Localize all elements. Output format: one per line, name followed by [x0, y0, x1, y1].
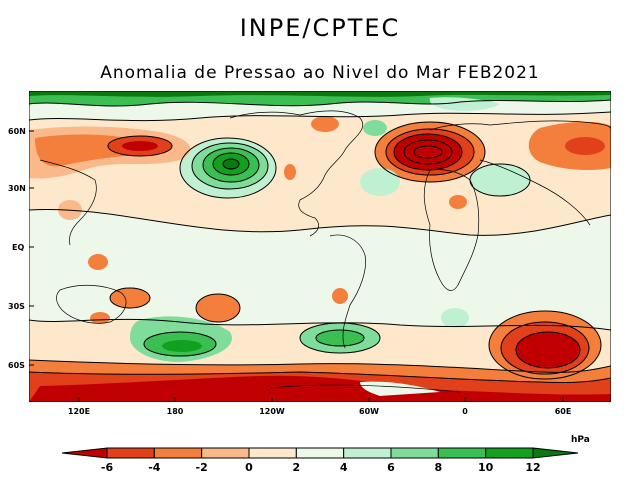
colorbar-tick-label: -6 — [101, 461, 114, 474]
colorbar-unit: hPa — [571, 435, 590, 445]
indian-green-patch — [52, 228, 68, 244]
band-0-2 — [29, 209, 611, 330]
africa-red-patch — [449, 195, 467, 209]
colorbar-swatch — [153, 447, 203, 459]
npac-low-12 — [223, 159, 239, 169]
colorbar-swatch — [532, 447, 579, 459]
map-panel — [29, 91, 611, 402]
lon-label: 60E — [555, 407, 572, 416]
colorbar-tick-label: 12 — [525, 461, 540, 474]
casia-green — [470, 164, 530, 196]
band-north-darkgreen — [29, 91, 611, 97]
colorbar-tick-label: 6 — [387, 461, 395, 474]
lat-axis: 60N 30N EQ 30S 60S — [8, 127, 34, 370]
lon-ticks — [78, 397, 564, 402]
lon-label: 0 — [462, 407, 468, 416]
colorbar-tick-label: 4 — [340, 461, 348, 474]
colorbar-swatch — [343, 447, 392, 459]
map-title: Anomalia de Pressao ao Nivel do Mar FEB2… — [100, 63, 540, 83]
sindian-high-core — [516, 332, 580, 368]
asia-anom-max — [122, 141, 158, 151]
lat-ticks — [29, 130, 34, 366]
satl-green-patch — [441, 308, 469, 328]
sam-red-patch — [332, 288, 348, 304]
atlantic-green-patch — [360, 168, 400, 196]
lon-label: 120W — [259, 407, 285, 416]
colorbar-tick-label: -2 — [196, 461, 208, 474]
antarctic-green-gap — [360, 381, 440, 396]
lon-label: 120E — [68, 407, 90, 416]
colorbar-swatch — [201, 447, 250, 459]
colorbar-swatch — [106, 447, 155, 459]
coastlines — [39, 110, 611, 393]
south-pac-trough-core — [162, 340, 202, 352]
colorbar-swatch — [390, 447, 439, 459]
canada-red-patch — [311, 116, 339, 132]
colorbar: hPa -6 -4 -2 0 2 4 6 8 10 12 — [61, 435, 590, 474]
contour-lines — [29, 99, 611, 384]
colorbar-tick-label: 0 — [245, 461, 253, 474]
lon-axis: 120E 180 120W 60W 0 60E — [68, 397, 571, 416]
colorbar-swatch — [295, 447, 345, 459]
pacific-red-patch-1 — [88, 254, 108, 270]
lat-label: 30S — [8, 302, 25, 311]
colorbar-tick-label: 2 — [293, 461, 301, 474]
lon-label: 180 — [167, 407, 184, 416]
russia-anom-strong — [565, 137, 605, 155]
lat-label: 60N — [8, 127, 26, 136]
lon-label: 60W — [359, 407, 379, 416]
colorbar-swatch — [61, 447, 108, 459]
greenland-green-patch — [363, 120, 387, 136]
colorbar-swatch — [437, 447, 487, 459]
colorbar-tick-label: 10 — [478, 461, 494, 474]
colorbar-tick-label: -4 — [148, 461, 161, 474]
colorbar-tick-label: 8 — [435, 461, 443, 474]
lat-label: 30N — [8, 184, 26, 193]
lat-label: 60S — [8, 361, 25, 370]
lat-label: EQ — [12, 243, 24, 252]
pacific-red-patch-2 — [110, 288, 150, 308]
colorbar-swatch — [248, 447, 297, 459]
agency-title: INPE/CPTEC — [239, 14, 401, 42]
pacific-red-patch-4 — [90, 312, 110, 324]
colorbar-swatch — [485, 447, 534, 459]
usa-red-patch — [284, 164, 296, 180]
drake-trough-core — [316, 330, 364, 346]
pacific-red-patch-3 — [196, 294, 240, 322]
antarctic-band-core — [29, 375, 611, 402]
